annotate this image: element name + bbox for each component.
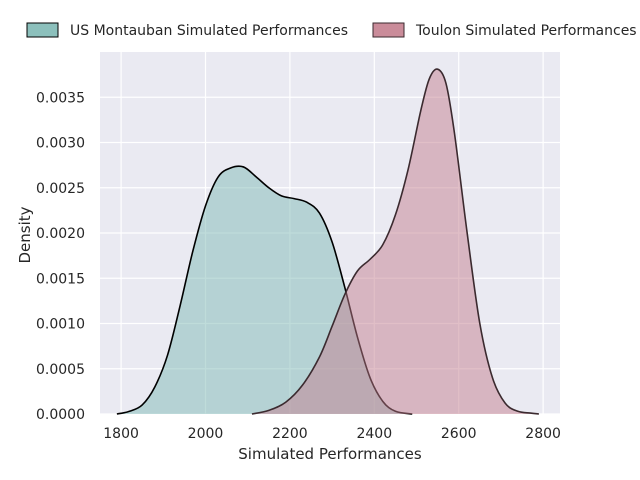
x-tick-label: 2000: [188, 426, 224, 442]
x-axis-label: Simulated Performances: [238, 445, 422, 463]
x-tick-label: 2400: [356, 426, 392, 442]
density-line-toulon: [251, 68, 539, 415]
tick-labels: 1800 2000 2200 2400 2600 2800 0.0000 0.0005 0.00…: [36, 90, 561, 442]
y-tick-label: 0.0035: [36, 90, 85, 106]
x-tick-label: 1800: [103, 426, 139, 442]
x-tick-label: 2800: [525, 426, 561, 442]
legend-label-us-montauban: US Montauban Simulated Performances: [70, 23, 348, 39]
x-tick-label: 2600: [441, 426, 477, 442]
density-area-toulon: [251, 69, 539, 414]
y-tick-label: 0.0005: [36, 362, 85, 378]
y-tick-label: 0.0025: [36, 181, 85, 197]
y-tick-label: 0.0020: [36, 226, 85, 242]
y-tick-label: 0.0000: [36, 407, 85, 423]
series-layer: [116, 68, 539, 415]
legend-swatch-us-montauban: [26, 22, 59, 38]
legend-swatch-toulon: [372, 22, 405, 38]
y-axis-label: Density: [16, 206, 34, 263]
y-tick-label: 0.0030: [36, 136, 85, 152]
y-tick-label: 0.0010: [36, 317, 85, 333]
legend: US Montauban Simulated Performances Toul…: [26, 22, 637, 39]
x-tick-label: 2200: [272, 426, 308, 442]
legend-label-toulon: Toulon Simulated Performances: [415, 23, 637, 39]
y-tick-label: 0.0015: [36, 271, 85, 287]
